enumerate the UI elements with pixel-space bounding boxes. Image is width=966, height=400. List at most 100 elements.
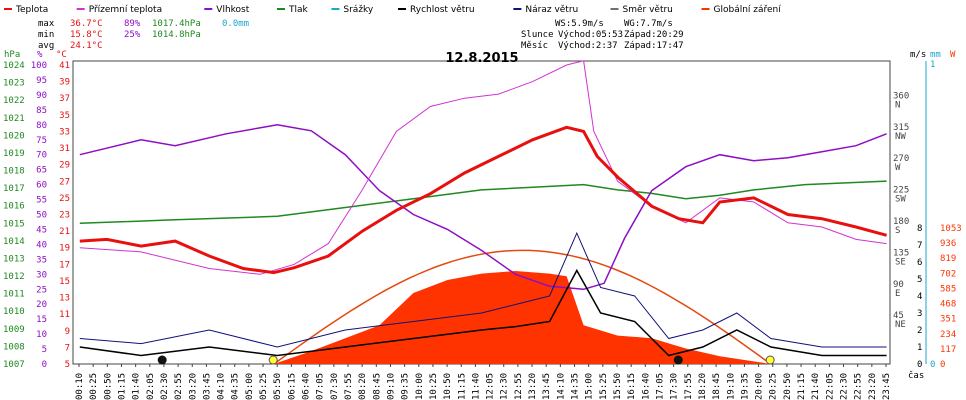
tick-pressure: 1011 (3, 290, 25, 300)
tick-wind-speed: 5 (917, 275, 922, 285)
tick-time: 01:40 (132, 373, 142, 400)
tick-radiation: 702 (940, 269, 956, 279)
tick-time: 06:40 (302, 373, 312, 400)
tick-wind-dir-deg: 360 (893, 91, 909, 101)
tick-temperature: 13 (59, 294, 70, 304)
stats-max-hum: 89% (124, 19, 141, 29)
stats-max-rain: 0.0mm (222, 19, 249, 29)
unit-mm: mm (930, 50, 941, 60)
tick-rain: 0 (930, 360, 935, 370)
tick-wind-dir-deg: 90 (893, 280, 904, 290)
tick-pressure: 1021 (3, 114, 25, 124)
tick-pressure: 1012 (3, 272, 25, 282)
tick-temperature: 25 (59, 194, 70, 204)
tick-time: 05:50 (273, 373, 283, 400)
tick-time: 10:00 (415, 373, 425, 400)
tick-humidity: 35 (36, 255, 47, 265)
tick-radiation: 585 (940, 284, 956, 294)
tick-radiation: 0 (940, 360, 945, 370)
tick-temperature: 23 (59, 211, 70, 221)
tick-humidity: 5 (42, 345, 47, 355)
sunrise-marker (268, 355, 278, 365)
tick-temperature: 9 (65, 327, 70, 337)
tick-wind-speed: 0 (917, 360, 922, 370)
unit-pct: % (37, 50, 43, 60)
tick-time: 15:25 (599, 373, 609, 400)
tick-pressure: 1022 (3, 96, 25, 106)
tick-humidity: 80 (36, 121, 47, 131)
info-moon-set: Západ:17:47 (624, 41, 684, 51)
tick-time: 04:10 (217, 373, 227, 400)
unit-ms: m/s (910, 50, 926, 60)
tick-radiation: 936 (940, 239, 956, 249)
tick-time: 16:15 (627, 373, 637, 400)
tick-temperature: 37 (59, 94, 70, 104)
tick-pressure: 1015 (3, 219, 25, 229)
info-wg: WG:7.7m/s (624, 19, 673, 29)
tick-humidity: 30 (36, 270, 47, 280)
tick-time: 00:10 (75, 373, 85, 400)
unit-w: W (950, 50, 956, 60)
tick-humidity: 50 (36, 211, 47, 221)
tick-pressure: 1020 (3, 131, 25, 141)
tick-wind-dir-name: N (895, 100, 900, 110)
tick-humidity: 20 (36, 300, 47, 310)
tick-time: 14:10 (556, 373, 566, 400)
tick-time: 22:30 (840, 373, 850, 400)
tick-time: 15:50 (613, 373, 623, 400)
tick-time: 11:40 (471, 373, 481, 400)
tick-time: 12:30 (500, 373, 510, 400)
unit-time: čas (908, 370, 924, 381)
tick-time: 19:10 (726, 373, 736, 400)
series-clear-sky-curve (273, 249, 768, 365)
tick-pressure: 1018 (3, 167, 25, 177)
tick-time: 23:20 (868, 373, 878, 400)
tick-time: 06:15 (287, 373, 297, 400)
tick-wind-dir-name: E (895, 289, 900, 299)
tick-time: 05:00 (245, 373, 255, 400)
stats-min-temp: 15.8°C (70, 30, 103, 40)
tick-wind-dir-name: S (895, 226, 900, 236)
series-wind-gust (79, 231, 887, 348)
chart-title: 12.8.2015 (445, 51, 518, 66)
tick-wind-speed: 3 (917, 309, 922, 319)
tick-wind-dir-deg: 315 (893, 123, 909, 133)
tick-pressure: 1024 (3, 61, 25, 71)
tick-pressure: 1016 (3, 202, 25, 212)
tick-temperature: 5 (65, 360, 70, 370)
tick-humidity: 40 (36, 240, 47, 250)
tick-pressure: 1019 (3, 149, 25, 159)
unit-degc: °C (56, 50, 67, 60)
tick-pressure: 1007 (3, 360, 25, 370)
moonset-marker (673, 355, 683, 365)
tick-time: 19:35 (740, 373, 750, 400)
tick-humidity: 15 (36, 315, 47, 325)
tick-time: 04:35 (231, 373, 241, 400)
series-pressure (79, 180, 887, 225)
tick-time: 07:55 (344, 373, 354, 400)
tick-time: 12:05 (486, 373, 496, 400)
tick-pressure: 1010 (3, 307, 25, 317)
tick-wind-speed: 8 (917, 224, 922, 234)
tick-humidity: 100 (31, 61, 47, 71)
tick-time: 10:50 (443, 373, 453, 400)
legend-label-smer: Směr větru (623, 5, 673, 15)
tick-pressure: 1023 (3, 79, 25, 89)
tick-pressure: 1008 (3, 342, 25, 352)
tick-time: 16:40 (641, 373, 651, 400)
tick-time: 15:00 (585, 373, 595, 400)
tick-wind-speed: 1 (917, 343, 922, 353)
tick-time: 20:00 (755, 373, 765, 400)
tick-radiation: 819 (940, 254, 956, 264)
tick-radiation: 351 (940, 315, 956, 325)
tick-time: 00:50 (103, 373, 113, 400)
tick-humidity: 65 (36, 166, 47, 176)
series-ground-temp (79, 60, 887, 275)
legend-label-teplota: Teplota (15, 5, 48, 15)
tick-radiation: 234 (940, 330, 956, 340)
tick-time: 10:25 (429, 373, 439, 400)
tick-time: 18:20 (698, 373, 708, 400)
tick-time: 03:20 (188, 373, 198, 400)
